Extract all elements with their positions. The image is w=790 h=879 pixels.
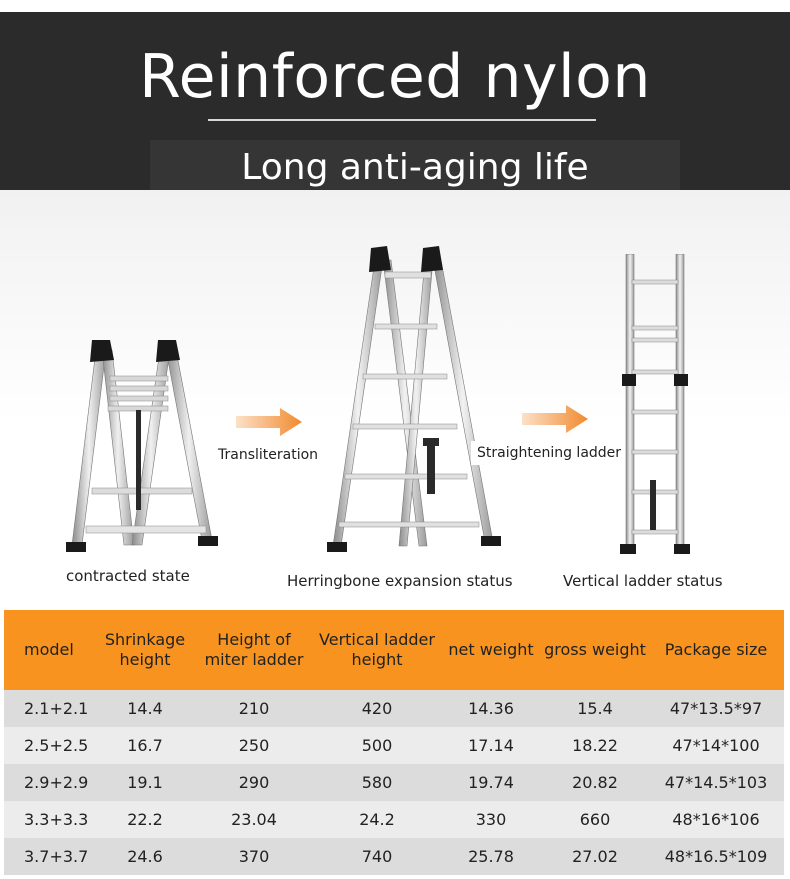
header-gross-weight: gross weight xyxy=(544,640,646,659)
arrow-right-icon xyxy=(236,408,302,436)
spec-table: model Shrinkage height Height of miter l… xyxy=(4,610,784,875)
header-banner: Reinforced nylon Long anti-aging life xyxy=(0,12,790,196)
arrow-label-transliteration: Transliteration xyxy=(212,443,325,467)
cell-miter-height: 290 xyxy=(238,773,270,792)
cell-gross-weight: 20.82 xyxy=(572,773,618,792)
cell-model: 2.9+2.9 xyxy=(24,773,89,792)
cell-model: 3.3+3.3 xyxy=(24,810,89,829)
header-package-size: Package size xyxy=(664,640,768,659)
cell-miter-height: 370 xyxy=(238,847,270,866)
caption-herringbone-status: Herringbone expansion status xyxy=(287,572,513,590)
caption-vertical-status: Vertical ladder status xyxy=(563,572,723,590)
cell-miter-height: 210 xyxy=(238,699,270,718)
cell-shrinkage-height: 24.6 xyxy=(127,847,163,866)
cell-vertical-height: 580 xyxy=(361,773,393,792)
cell-model: 3.7+3.7 xyxy=(24,847,89,866)
header-vertical-height: Vertical ladder height xyxy=(319,630,435,669)
cell-model: 2.1+2.1 xyxy=(24,699,89,718)
table-row: 2.1+2.1 14.4 210 420 14.36 15.4 47*13.5*… xyxy=(4,690,784,727)
herringbone-ladder-image xyxy=(327,246,501,552)
cell-net-weight: 25.78 xyxy=(468,847,514,866)
vertical-ladder-image xyxy=(620,254,690,554)
ladder-scene: Transliteration Straighteni xyxy=(0,190,790,610)
cell-package-size: 47*14.5*103 xyxy=(664,773,768,792)
contracted-ladder-image xyxy=(66,340,218,552)
cell-miter-height: 23.04 xyxy=(231,810,277,829)
cell-package-size: 47*13.5*97 xyxy=(669,699,763,718)
header-net-weight: net weight xyxy=(448,640,534,659)
header-miter-height: Height of miter ladder xyxy=(204,630,304,669)
banner-divider xyxy=(208,119,596,121)
cell-miter-height: 250 xyxy=(238,736,270,755)
cell-shrinkage-height: 16.7 xyxy=(127,736,163,755)
cell-shrinkage-height: 19.1 xyxy=(127,773,163,792)
cell-package-size: 48*16.5*109 xyxy=(664,847,768,866)
cell-gross-weight: 15.4 xyxy=(577,699,613,718)
header-model: model xyxy=(24,640,74,659)
cell-package-size: 47*14*100 xyxy=(672,736,760,755)
caption-contracted-state: contracted state xyxy=(66,567,190,585)
cell-net-weight: 17.14 xyxy=(468,736,514,755)
cell-net-weight: 19.74 xyxy=(468,773,514,792)
cell-shrinkage-height: 14.4 xyxy=(127,699,163,718)
table-header-row: model Shrinkage height Height of miter l… xyxy=(4,610,784,690)
cell-vertical-height: 420 xyxy=(361,699,393,718)
cell-package-size: 48*16*106 xyxy=(672,810,760,829)
table-row: 3.7+3.7 24.6 370 740 25.78 27.02 48*16.5… xyxy=(4,838,784,875)
cell-shrinkage-height: 22.2 xyxy=(127,810,163,829)
cell-vertical-height: 24.2 xyxy=(359,810,395,829)
arrow-right-icon xyxy=(522,405,588,433)
cell-gross-weight: 18.22 xyxy=(572,736,618,755)
cell-vertical-height: 500 xyxy=(361,736,393,755)
banner-title: Reinforced nylon xyxy=(139,42,651,112)
arrow-label-straightening: Straightening ladder xyxy=(471,441,628,465)
cell-gross-weight: 27.02 xyxy=(572,847,618,866)
cell-net-weight: 330 xyxy=(475,810,507,829)
header-shrinkage-height: Shrinkage height xyxy=(104,630,186,669)
table-row: 2.9+2.9 19.1 290 580 19.74 20.82 47*14.5… xyxy=(4,764,784,801)
cell-vertical-height: 740 xyxy=(361,847,393,866)
table-row: 3.3+3.3 22.2 23.04 24.2 330 660 48*16*10… xyxy=(4,801,784,838)
cell-gross-weight: 660 xyxy=(579,810,611,829)
cell-model: 2.5+2.5 xyxy=(24,736,89,755)
banner-subtitle: Long anti-aging life xyxy=(150,140,680,196)
table-row: 2.5+2.5 16.7 250 500 17.14 18.22 47*14*1… xyxy=(4,727,784,764)
cell-net-weight: 14.36 xyxy=(468,699,514,718)
